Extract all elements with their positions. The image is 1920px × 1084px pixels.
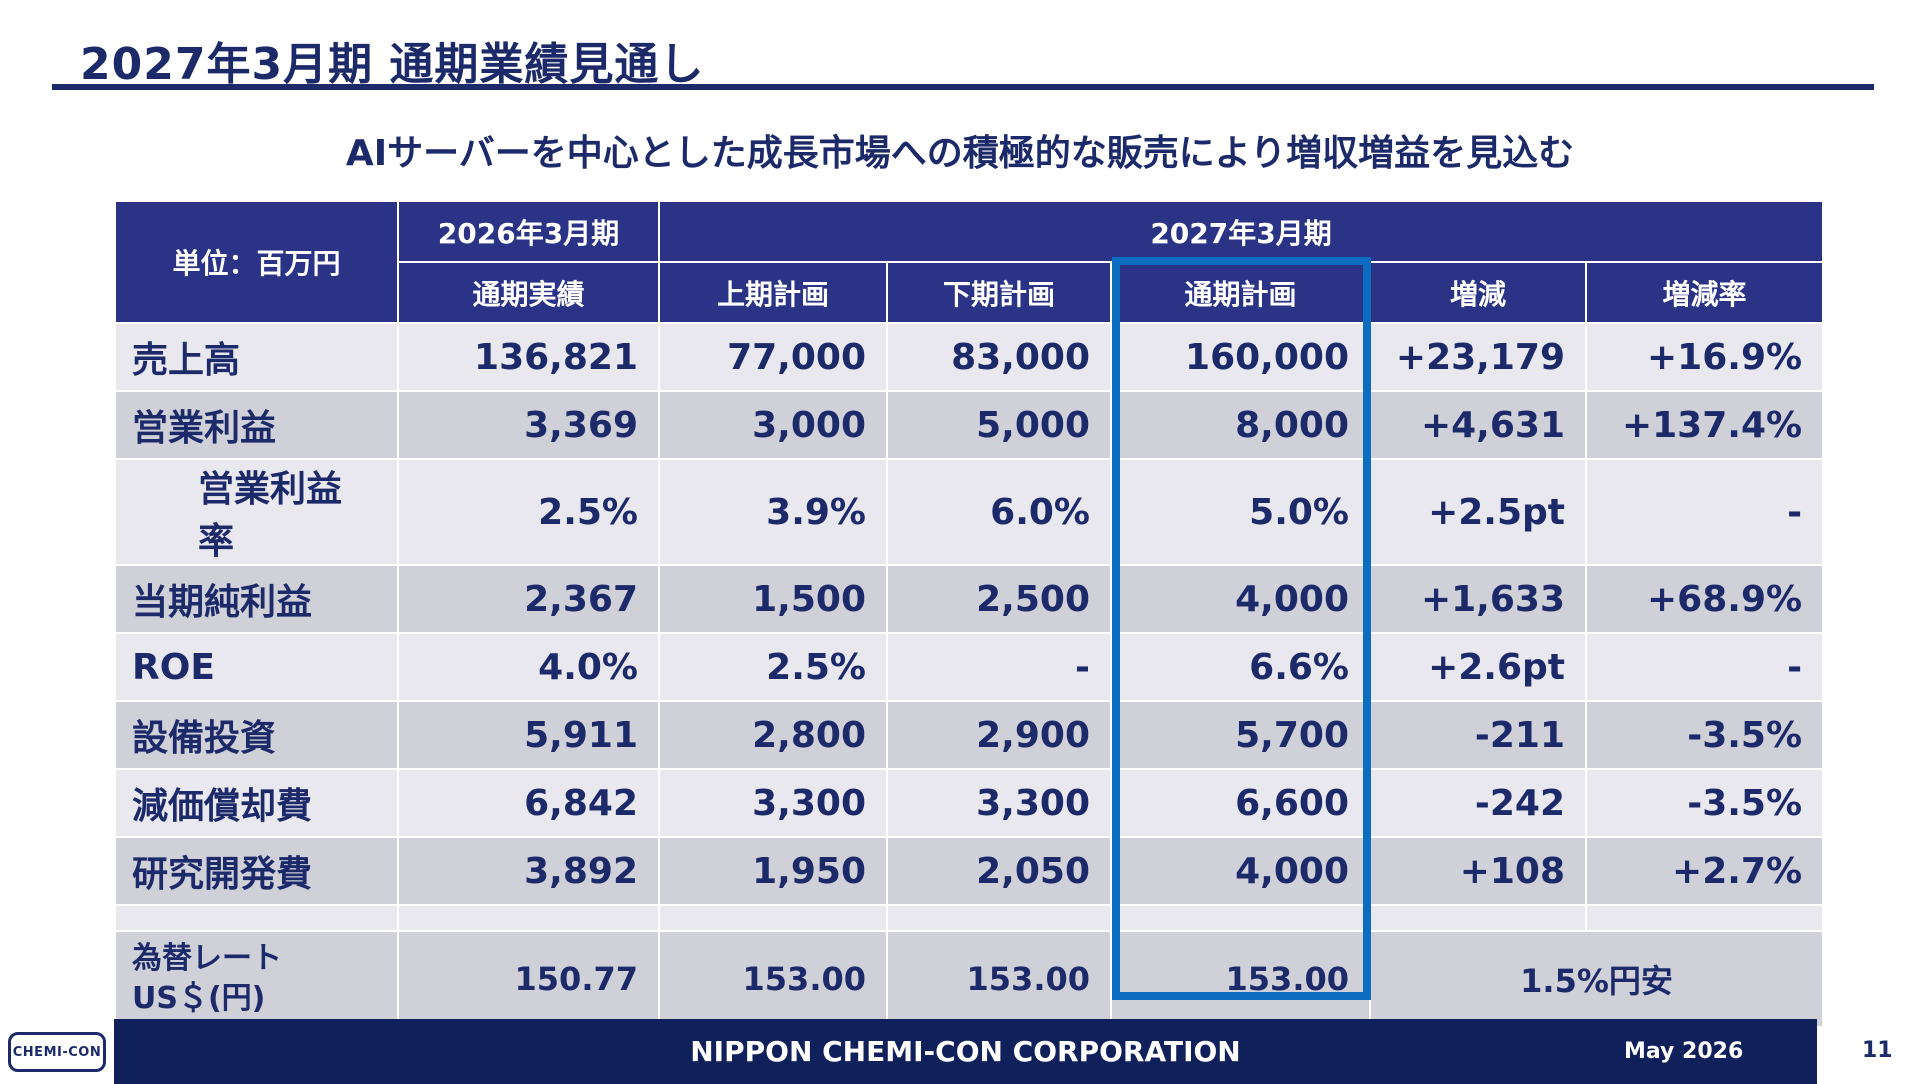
row-label: ROE [114,632,399,702]
table-cell: +2.7% [1584,836,1825,906]
column-header: 通期実績 [397,261,660,324]
table-cell: +23,179 [1369,322,1587,392]
table-row: 営業利益率 2.5% 3.9% 6.0% 5.0% +2.5pt - [114,458,1825,566]
table-row: 売上高 136,821 77,000 83,000 160,000 +23,17… [114,322,1825,392]
table-cell: - [1584,458,1825,566]
footer-company: NIPPON CHEMI-CON CORPORATION [690,1035,1241,1068]
table-cell: 5,000 [886,390,1112,460]
table-cell: 3,892 [397,836,660,906]
table-cell: 153.00 [1110,930,1371,1028]
period-header-next: 2027年3月期 [657,200,1825,263]
table-row: ROE 4.0% 2.5% - 6.6% +2.6pt - [114,632,1825,702]
table-cell: -211 [1369,700,1587,770]
table-cell: +68.9% [1584,564,1825,634]
table-cell: 6,842 [397,768,660,838]
table-row: 減価償却費 6,842 3,300 3,300 6,600 -242 -3.5% [114,768,1825,838]
table-cell: +2.5pt [1369,458,1587,566]
table-cell: 2,050 [886,836,1112,906]
table-cell: 6.6% [1110,632,1371,702]
table-row: 研究開発費 3,892 1,950 2,050 4,000 +108 +2.7% [114,836,1825,906]
period-header-prev: 2026年3月期 [397,200,660,263]
chemi-con-logo: CHEMI-CON [8,1032,106,1072]
table-cell: 153.00 [886,930,1112,1028]
column-header: 上期計画 [658,261,888,324]
table-cell: 6,600 [1110,768,1371,838]
table-cell: 4,000 [1110,836,1371,906]
table-cell: 3.9% [658,458,888,566]
table-cell: +16.9% [1584,322,1825,392]
forecast-table: 単位：百万円 2026年3月期 2027年3月期 通期実績 上期計画 下期計画 … [114,200,1825,1028]
table-cell: 2,800 [658,700,888,770]
table-cell: - [1584,632,1825,702]
table-cell: 3,000 [658,390,888,460]
column-header: 増減 [1369,261,1587,324]
table-cell: 6.0% [886,458,1112,566]
row-label: 研究開発費 [114,836,399,906]
column-header: 下期計画 [886,261,1112,324]
table-cell: 4.0% [397,632,660,702]
table-cell: +1,633 [1369,564,1587,634]
page-subtitle: AIサーバーを中心とした成長市場への積極的な販売により増収増益を見込む [345,133,1575,174]
row-label: 営業利益率 [114,458,399,566]
table-cell: +108 [1369,836,1587,906]
row-label: 減価償却費 [114,768,399,838]
table-row: 設備投資 5,911 2,800 2,900 5,700 -211 -3.5% [114,700,1825,770]
table-cell: 1,950 [658,836,888,906]
table-cell: +4,631 [1369,390,1587,460]
table-cell: 8,000 [1110,390,1371,460]
table-cell: 136,821 [397,322,660,392]
table-row: 営業利益 3,369 3,000 5,000 8,000 +4,631 +137… [114,390,1825,460]
table-cell: 83,000 [886,322,1112,392]
page-number: 11 [1862,1038,1893,1063]
table-cell: -3.5% [1584,768,1825,838]
table-cell: 5,911 [397,700,660,770]
row-label: 設備投資 [114,700,399,770]
table-cell: 2.5% [397,458,660,566]
spacer-row [114,904,1825,932]
column-header: 通期計画 [1110,261,1371,324]
footer-bar: NIPPON CHEMI-CON CORPORATION May 2026 [114,1019,1817,1084]
footer-date: May 2026 [1624,1039,1744,1064]
table-cell: 77,000 [658,322,888,392]
fx-label-line2: US＄(円) [132,981,266,1016]
unit-header: 単位：百万円 [114,200,399,324]
table-cell: 5.0% [1110,458,1371,566]
table-cell: 153.00 [658,930,888,1028]
fx-change-cell: 1.5%円安 [1368,930,1825,1028]
table-cell: 3,369 [397,390,660,460]
table-cell: 2,500 [886,564,1112,634]
table-cell: +2.6pt [1369,632,1587,702]
table-cell: 150.77 [397,930,660,1028]
fx-row: 為替レート US＄(円) 150.77 153.00 153.00 153.00… [114,930,1825,1028]
table-cell: 4,000 [1110,564,1371,634]
table-cell: +137.4% [1584,390,1825,460]
table-cell: -3.5% [1584,700,1825,770]
table-cell: 5,700 [1110,700,1371,770]
table-row: 当期純利益 2,367 1,500 2,500 4,000 +1,633 +68… [114,564,1825,634]
table-cell: 3,300 [658,768,888,838]
row-label: 営業利益 [114,390,399,460]
page-title: 2027年3月期 通期業績見通し [80,39,705,90]
table-cell: 3,300 [886,768,1112,838]
table-cell: 160,000 [1110,322,1371,392]
title-divider [52,84,1874,90]
table-cell: 2,367 [397,564,660,634]
table-cell: 1,500 [658,564,888,634]
table-cell: - [886,632,1112,702]
table-cell: -242 [1369,768,1587,838]
table-cell: 2,900 [886,700,1112,770]
row-label: 売上高 [114,322,399,392]
column-header: 増減率 [1584,261,1825,324]
fx-label-line1: 為替レート [132,941,282,976]
fx-label: 為替レート US＄(円) [114,930,399,1028]
table-cell: 2.5% [658,632,888,702]
row-label: 当期純利益 [114,564,399,634]
